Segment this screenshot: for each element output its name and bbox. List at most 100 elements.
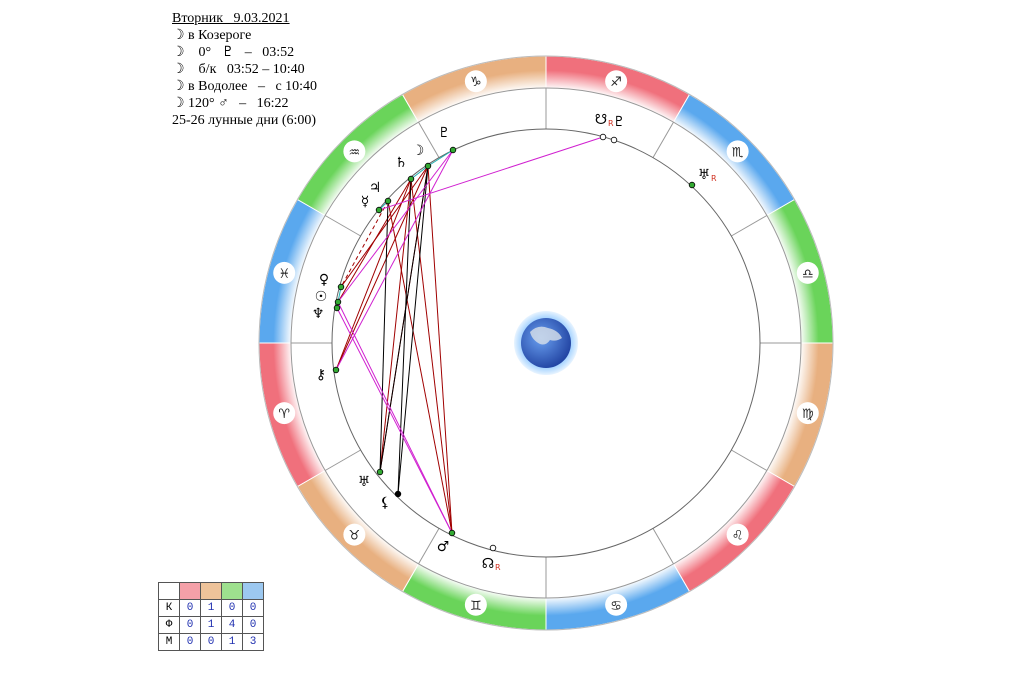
house-divider (652, 121, 674, 158)
table-cell: 0 (179, 616, 201, 634)
header-line: ☽ б/к 03:52 – 10:40 (172, 62, 305, 77)
sign-glyph: ♒ (349, 145, 361, 160)
house-divider (652, 528, 674, 565)
aspect-lines (335, 136, 604, 534)
planets: ♇☽♄♃☿♀☉♆⚷♅⚸♂☊ R☋ R ♇♅ R (312, 112, 717, 572)
table-cell: 3 (242, 633, 264, 651)
planet-glyph: ⚷ (316, 367, 326, 383)
table-header (158, 582, 264, 600)
retrograde-mark: R (608, 119, 614, 128)
sign-glyph: ♓ (278, 267, 290, 282)
header-line: ☽ 0° ♇ – 03:52 (172, 45, 295, 60)
planet-glyph: ☋ (595, 112, 607, 128)
sign-badge (605, 70, 628, 93)
planet-dot (489, 544, 497, 552)
planet-dot (376, 468, 384, 476)
table-cell: 0 (221, 599, 243, 617)
planet-dot (610, 136, 618, 144)
planet-glyph: ♃ (369, 180, 382, 196)
planet-dot (337, 283, 345, 291)
zodiac-ring: ♐ ♏ ♎ ♍ ♌ ♋ ♊ ♉ ♈ ♓ ♒ ♑ (258, 55, 834, 631)
header-line: ☽ в Козероге (172, 28, 252, 43)
planet-glyph: ☉ (315, 289, 328, 305)
sign-glyph: ♊ (470, 599, 482, 614)
table-cell: К (158, 599, 180, 617)
header-line: 25-26 лунные дни (6:00) (172, 113, 317, 128)
table-cell: 0 (179, 633, 201, 651)
ring-inner (290, 87, 802, 599)
sign-glyph: ♎ (802, 267, 814, 282)
planet-glyph: ♇ (613, 114, 626, 130)
planet-dot (334, 298, 342, 306)
table-cell: М (158, 633, 180, 651)
house-divider (418, 121, 440, 158)
planet-glyph: ♆ (312, 306, 325, 322)
table-cell: 0 (200, 633, 222, 651)
sign-badge (464, 70, 487, 93)
header-line: ☽ в Водолее – с 10:40 (172, 79, 318, 94)
table-cell: 0 (179, 599, 201, 617)
earth-land (530, 326, 562, 345)
sign-badge (726, 140, 749, 163)
house-divider (731, 215, 768, 237)
sign-glyph: ♑ (470, 75, 482, 90)
planet-glyph: ♀ (319, 272, 329, 288)
planet-glyph: ☽ (412, 143, 425, 159)
planet-dot (375, 206, 383, 214)
planet-glyph: ♇ (438, 125, 451, 141)
sign-glyph: ♍ (802, 407, 814, 422)
planet-dot (688, 181, 696, 189)
header: Вторник 9.03.2021 ☽ в Козероге ☽ 0° ♇ – … (172, 10, 317, 129)
planet-dot (599, 133, 607, 141)
sign-badge (273, 261, 296, 284)
planet-dot (424, 162, 432, 170)
sign-badge (726, 523, 749, 546)
table-cell: 1 (200, 616, 222, 634)
planet-dot (332, 366, 340, 374)
ring-outer (258, 55, 834, 631)
planet-glyph: ☿ (361, 194, 370, 210)
sign-badge (796, 261, 819, 284)
planet-glyph: ☊ (482, 556, 494, 572)
planet-glyph: ♅ (698, 167, 711, 183)
header-title: Вторник 9.03.2021 (172, 11, 290, 26)
sign-glyph: ♉ (349, 529, 361, 544)
sign-glyph: ♏ (732, 145, 744, 160)
house-divider (324, 215, 361, 237)
header-line: ☽ 120° ♂ – 16:22 (172, 96, 289, 111)
planet-dot (449, 146, 457, 154)
planet-glyph: ⚸ (380, 495, 390, 511)
planet-dot (394, 490, 402, 498)
sign-badge (796, 402, 819, 425)
planet-dot (407, 175, 415, 183)
table-cell: 4 (221, 616, 243, 634)
sign-badge (605, 593, 628, 616)
table-cell: 0 (242, 616, 264, 634)
table-cell: 0 (242, 599, 264, 617)
sign-badge (273, 402, 296, 425)
sign-badge (464, 593, 487, 616)
planet-glyph: ♅ (358, 474, 371, 490)
table-cell: Ф (158, 616, 180, 634)
house-divider (731, 449, 768, 471)
retrograde-mark: R (711, 174, 717, 183)
sign-glyph: ♐ (610, 75, 622, 90)
sign-glyph: ♌ (732, 529, 744, 544)
planet-dot (333, 304, 341, 312)
house-divider (324, 449, 361, 471)
sign-badge (343, 140, 366, 163)
house-divider (418, 528, 440, 565)
planet-dot (384, 197, 392, 205)
table-cell: 1 (221, 633, 243, 651)
planet-glyph: ♄ (395, 155, 408, 171)
retrograde-mark: R (495, 563, 501, 572)
table-cell: 1 (200, 599, 222, 617)
inner-circle (331, 128, 761, 558)
sign-glyph: ♋ (610, 599, 622, 614)
